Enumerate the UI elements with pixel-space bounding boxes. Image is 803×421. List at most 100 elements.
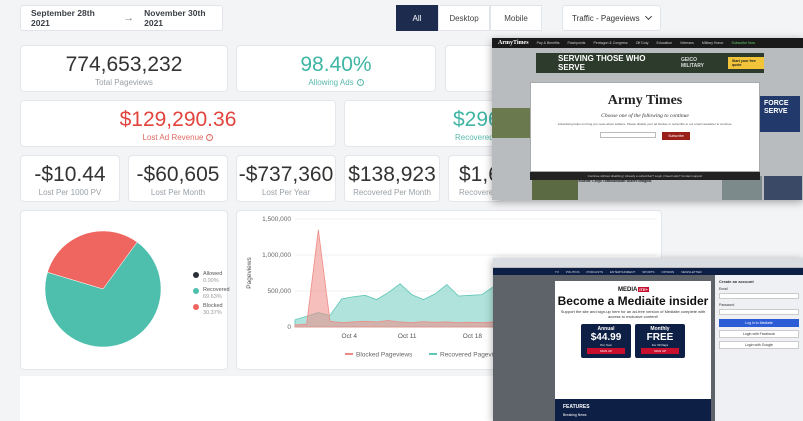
allowing-ads-label: Allowing Ads bbox=[308, 78, 354, 87]
password-input[interactable] bbox=[719, 309, 799, 315]
nav-link[interactable]: Pay & Benefits bbox=[536, 41, 560, 45]
legend-item: Recovered bbox=[193, 287, 230, 294]
date-start: September 28th 2021 bbox=[31, 8, 95, 28]
news-photo bbox=[532, 176, 578, 200]
nav-link[interactable]: Off Duty bbox=[635, 41, 649, 45]
nav-link[interactable]: Flashpoints bbox=[567, 41, 586, 45]
x-tick-label: Oct 4 bbox=[342, 333, 358, 340]
info-icon[interactable]: i bbox=[356, 79, 364, 87]
arrow-right-icon: → bbox=[123, 12, 135, 24]
card-recovered: $296 Recovered bbox=[344, 100, 504, 147]
login-button[interactable]: Log in to Mediaite bbox=[719, 319, 799, 327]
legend-value: 69.63% bbox=[203, 294, 222, 300]
card-lost-per-year: -$737,360 Lost Per Year bbox=[236, 155, 336, 202]
subscribe-link[interactable]: Subscribe Now bbox=[731, 41, 756, 45]
login-title: Create an account bbox=[719, 279, 754, 284]
y-axis-label: Pageviews bbox=[246, 257, 253, 289]
lost-per-year-label: Lost Per Year bbox=[261, 188, 311, 197]
nav-link[interactable]: SPORTS bbox=[642, 269, 655, 274]
mediaite-navbar: TV POLITICS PODCASTS ENTERTAINMENT SPORT… bbox=[493, 268, 803, 275]
date-range-picker[interactable]: September 28th 2021 → November 30th 2021 bbox=[20, 5, 223, 31]
card-lost-ad-revenue: $129,290.36 Lost Ad Revenue i bbox=[20, 100, 336, 147]
segment-mobile[interactable]: Mobile bbox=[490, 5, 542, 31]
email-field[interactable] bbox=[600, 132, 657, 138]
nav-link[interactable]: Veterans bbox=[680, 41, 694, 45]
nav-link[interactable]: POLITICS bbox=[565, 269, 580, 274]
recovered-per-year-label: Recovered bbox=[459, 188, 498, 197]
card-recovered-per-month: $138,923 Recovered Per Month bbox=[344, 155, 440, 202]
email-label: Email bbox=[719, 287, 728, 291]
device-segment-control: All Desktop Mobile bbox=[396, 5, 542, 31]
mediaite-body: MEDIA ITE+ Become a Mediaite insider Supp… bbox=[493, 275, 715, 421]
features-item: Breaking News bbox=[563, 413, 587, 417]
news-photo bbox=[492, 108, 532, 138]
lost-per-month-value: -$60,605 bbox=[136, 163, 220, 186]
card-lost-per-month: -$60,605 Lost Per Month bbox=[128, 155, 228, 202]
lost-per-year-value: -$737,360 bbox=[238, 163, 334, 186]
card-allowing-ads: 98.40% Allowing Ads i bbox=[236, 45, 436, 92]
legend-dot bbox=[193, 304, 199, 310]
subscribe-button[interactable]: Subscribe bbox=[662, 132, 690, 140]
armytimes-navbar: ArmyTimes Pay & Benefits Flashpoints Pen… bbox=[492, 38, 803, 48]
plan-name: Annual bbox=[597, 326, 615, 332]
nav-link[interactable]: NEWSLETTER bbox=[681, 269, 702, 274]
nav-link[interactable]: PODCASTS bbox=[586, 269, 604, 274]
recovered-per-year-value: $1,6 bbox=[459, 163, 500, 186]
features-section: FEATURES Breaking News bbox=[555, 399, 711, 421]
nav-link[interactable]: OPINION bbox=[661, 269, 675, 274]
browser-chrome bbox=[493, 258, 803, 268]
total-pageviews-value: 774,653,232 bbox=[65, 53, 183, 76]
sign-up-button[interactable]: SIGN UP bbox=[587, 348, 625, 354]
nav-link[interactable]: Education bbox=[656, 41, 673, 45]
recovered-value: $296 bbox=[453, 108, 500, 131]
legend-value: 0.00% bbox=[203, 278, 219, 284]
legend-item: Allowed bbox=[193, 271, 230, 278]
geico-ad-banner[interactable]: SERVING THOSE WHO SERVE GEICO MILITARY S… bbox=[536, 53, 764, 73]
email-input[interactable] bbox=[719, 293, 799, 299]
y-tick-label: 0 bbox=[287, 324, 291, 331]
adblock-modal: Army Times Choose one of the following t… bbox=[530, 82, 760, 172]
legend-label: Allowed bbox=[203, 271, 223, 277]
traffic-type-dropdown[interactable]: Traffic - Pageviews bbox=[562, 5, 661, 31]
legend-value: 30.37% bbox=[203, 310, 222, 316]
legend-dot bbox=[193, 288, 199, 294]
legend-label: Recovered Pageviews bbox=[440, 352, 505, 359]
google-login-button[interactable]: Login with Google bbox=[719, 341, 799, 349]
news-headline[interactable]: Marine Corps commandant shares insights bbox=[578, 178, 652, 183]
pie-panel: Allowed 0.00% Recovered 69.63% Blocked 30.37% bbox=[20, 210, 230, 370]
info-icon[interactable]: i bbox=[206, 134, 214, 142]
nav-link[interactable]: ENTERTAINMENT bbox=[610, 269, 636, 274]
chevron-down-icon bbox=[644, 12, 653, 21]
modal-text: Advertising helps us bring you news abou… bbox=[557, 122, 733, 126]
nav-link[interactable]: Pentagon & Congress bbox=[593, 41, 628, 45]
nav-link[interactable]: Military Honor bbox=[701, 41, 724, 45]
mediaite-screenshot: TV POLITICS PODCASTS ENTERTAINMENT SPORT… bbox=[493, 258, 803, 421]
card-lost-per-1000: -$10.44 Lost Per 1000 PV bbox=[20, 155, 120, 202]
legend-label: Blocked Pageviews bbox=[356, 352, 413, 359]
sign-up-button[interactable]: SIGN UP bbox=[641, 348, 679, 354]
insider-headline: Become a Mediaite insider bbox=[557, 294, 709, 308]
plan-monthly[interactable]: Monthly FREE For 30 Days SIGN UP bbox=[635, 324, 685, 358]
card-total-pageviews: 774,653,232 Total Pageviews bbox=[20, 45, 228, 92]
segment-all[interactable]: All bbox=[396, 5, 438, 31]
facebook-login-button[interactable]: Login with Facebook bbox=[719, 330, 799, 338]
legend-label: Recovered bbox=[203, 287, 230, 293]
segment-desktop[interactable]: Desktop bbox=[438, 5, 490, 31]
y-tick-label: 500,000 bbox=[268, 288, 292, 295]
plan-annual[interactable]: Annual $44.99 Per Year SIGN UP bbox=[581, 324, 631, 358]
total-pageviews-label: Total Pageviews bbox=[95, 78, 153, 87]
lost-ad-revenue-label: Lost Ad Revenue bbox=[142, 133, 204, 142]
y-tick-label: 1,500,000 bbox=[262, 216, 291, 223]
modal-footer[interactable]: Continue without disabling | Already a s… bbox=[530, 172, 760, 180]
nav-link[interactable]: TV bbox=[555, 269, 559, 274]
pie-slice-blocked bbox=[47, 230, 138, 290]
side-ad: FORCE SERVE bbox=[760, 96, 800, 132]
y-tick-label: 1,000,000 bbox=[262, 252, 291, 259]
armytimes-brand: ArmyTimes bbox=[498, 40, 529, 46]
plan-price: FREE bbox=[646, 332, 674, 343]
recovered-per-month-label: Recovered Per Month bbox=[353, 188, 431, 197]
lost-per-1000-value: -$10.44 bbox=[34, 163, 106, 186]
mediaite-logo: MEDIA ITE+ bbox=[555, 287, 711, 293]
plan-price: $44.99 bbox=[590, 332, 622, 343]
lost-ad-revenue-value: $129,290.36 bbox=[119, 108, 237, 131]
